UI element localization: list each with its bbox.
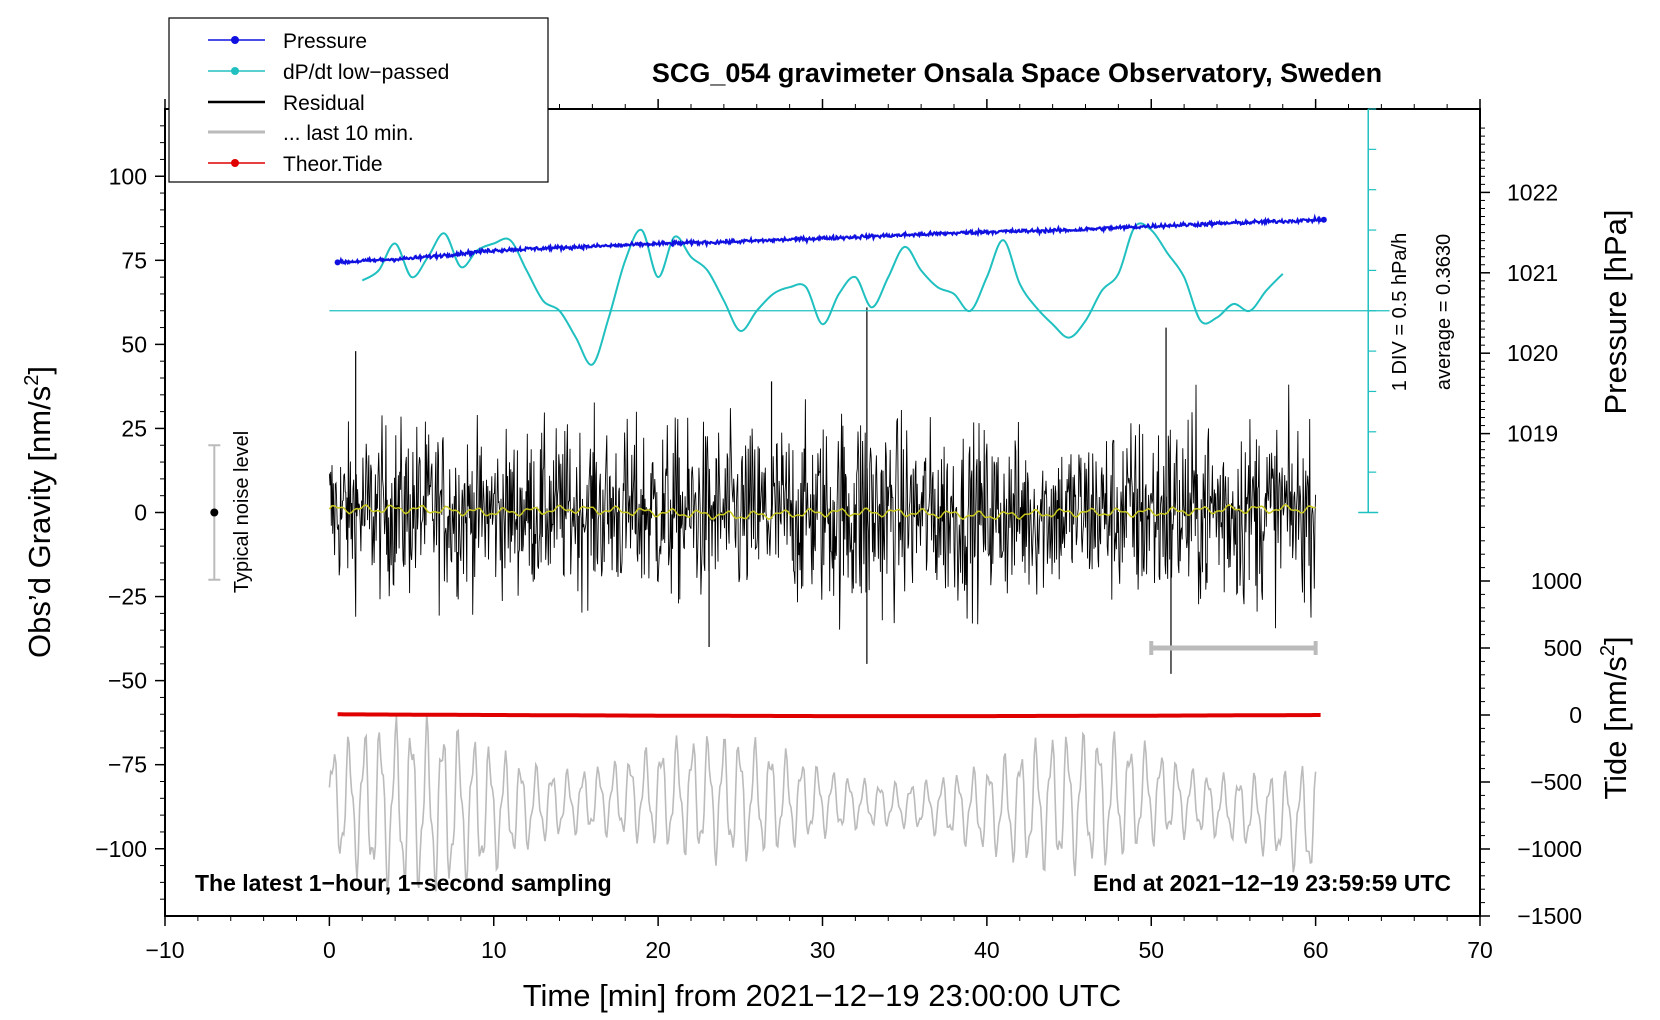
x-tick-label: 70 [1467, 937, 1493, 963]
last10min-line [328, 713, 1317, 892]
y-gravity-tick-label: 75 [121, 247, 147, 273]
y-tide-tick-label: 500 [1544, 635, 1582, 661]
y-axis-title-tide-main: Tide [nm/s [1598, 656, 1633, 800]
y-axis-title-tide: Tide [nm/s2] [1597, 636, 1633, 799]
chart-title: SCG_054 gravimeter Onsala Space Observat… [652, 58, 1382, 88]
y-axis-title-tide-sup: 2 [1597, 645, 1619, 656]
y-tide-tick-label: 1000 [1531, 568, 1582, 594]
pressure-start-marker [334, 259, 341, 266]
y-axis-title-pressure: Pressure [hPa] [1598, 209, 1633, 414]
legend-box [168, 17, 549, 183]
noise-level-label: Typical noise level [231, 431, 253, 593]
y-axis-title-gravity-end: ] [22, 366, 57, 375]
x-axis-title: Time [min] from 2021−12−19 23:00:00 UTC [523, 978, 1122, 1013]
legend-label-tide: Theor.Tide [283, 153, 383, 176]
y-gravity-tick-label: −100 [95, 836, 147, 862]
y-gravity-tick-label: 25 [121, 415, 147, 441]
legend-label-dpdt: dP/dt low−passed [283, 61, 449, 84]
y-tide-tick-label: −1000 [1517, 836, 1582, 862]
y-pressure-tick-label: 1022 [1507, 179, 1558, 205]
y-gravity-tick-label: −75 [108, 752, 147, 778]
pressure-rate-div-label: 1 DIV = 0.5 hPa/h [1389, 233, 1411, 391]
note-end-time: End at 2021−12−19 23:59:59 UTC [1093, 870, 1451, 896]
pressure-end-marker [1320, 216, 1327, 223]
pressure-rate-average-label: average = 0.3630 [1433, 234, 1455, 390]
y-tide-tick-label: −1500 [1517, 903, 1582, 929]
theoretical-tide-line [337, 712, 1321, 719]
legend-label-last10: ... last 10 min. [283, 122, 414, 145]
x-tick-label: 60 [1303, 937, 1329, 963]
legend-label-pressure: Pressure [283, 30, 367, 53]
x-tick-label: 10 [481, 937, 507, 963]
y-axis-title-tide-end: ] [1598, 636, 1633, 645]
dpdt-line [361, 222, 1284, 366]
y-pressure-tick-label: 1020 [1507, 340, 1558, 366]
x-tick-label: 40 [974, 937, 1000, 963]
tick-labels: −10 0 10 20 30 40 50 60 70−100−75−50−25025507510… [95, 163, 1582, 963]
y-gravity-tick-label: −25 [108, 584, 147, 610]
x-tick-label: 30 [810, 937, 836, 963]
y-gravity-tick-label: 50 [121, 331, 147, 357]
legend-label-residual: Residual [283, 92, 365, 115]
y-gravity-tick-label: −50 [108, 668, 147, 694]
note-latest-hour: The latest 1−hour, 1−second sampling [195, 870, 612, 896]
y-pressure-tick-label: 1021 [1507, 260, 1558, 286]
y-tide-tick-label: −500 [1530, 769, 1582, 795]
y-gravity-tick-label: 100 [109, 163, 147, 189]
y-axis-title-gravity-sup: 2 [21, 375, 43, 386]
x-tick-label: 50 [1138, 937, 1164, 963]
y-pressure-tick-label: 1019 [1507, 421, 1558, 447]
y-tide-tick-label: 0 [1569, 702, 1582, 728]
residual-line [328, 384, 1317, 630]
legend: Pressure dP/dt low−passed Residual ... l… [168, 17, 549, 183]
pressure-line [337, 213, 1325, 266]
legend-marker-tide [231, 159, 239, 167]
x-tick-label: 0 [323, 937, 336, 963]
x-tick-label: 20 [645, 937, 671, 963]
residual-smoothed-line [328, 503, 1316, 521]
legend-marker-pressure [231, 36, 239, 44]
y-gravity-tick-label: 0 [134, 500, 147, 526]
legend-marker-dpdt [231, 67, 239, 75]
data-series [208, 108, 1390, 892]
x-tick-label: −10 [145, 937, 184, 963]
y-axis-title-gravity-main: Obs’d Gravity [nm/s [22, 386, 57, 658]
noise-bar-center [210, 508, 219, 517]
y-axis-title-gravity: Obs’d Gravity [nm/s2] [21, 366, 57, 658]
